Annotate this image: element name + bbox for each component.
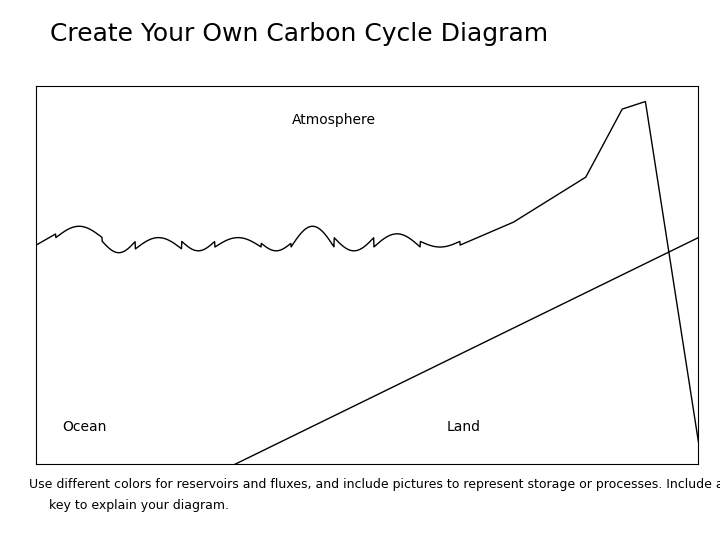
Text: Ocean: Ocean	[63, 420, 107, 434]
Text: key to explain your diagram.: key to explain your diagram.	[29, 500, 229, 512]
Text: Atmosphere: Atmosphere	[292, 113, 376, 127]
Text: Create Your Own Carbon Cycle Diagram: Create Your Own Carbon Cycle Diagram	[50, 22, 549, 45]
Text: Use different colors for reservoirs and fluxes, and include pictures to represen: Use different colors for reservoirs and …	[29, 478, 720, 491]
Text: Land: Land	[446, 420, 481, 434]
